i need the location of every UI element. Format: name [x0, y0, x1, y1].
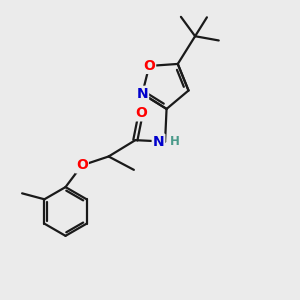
- Text: O: O: [76, 158, 88, 172]
- Text: N: N: [153, 135, 164, 148]
- Text: O: O: [135, 106, 147, 120]
- Text: O: O: [143, 59, 155, 73]
- Text: H: H: [169, 135, 179, 148]
- Text: N: N: [136, 87, 148, 101]
